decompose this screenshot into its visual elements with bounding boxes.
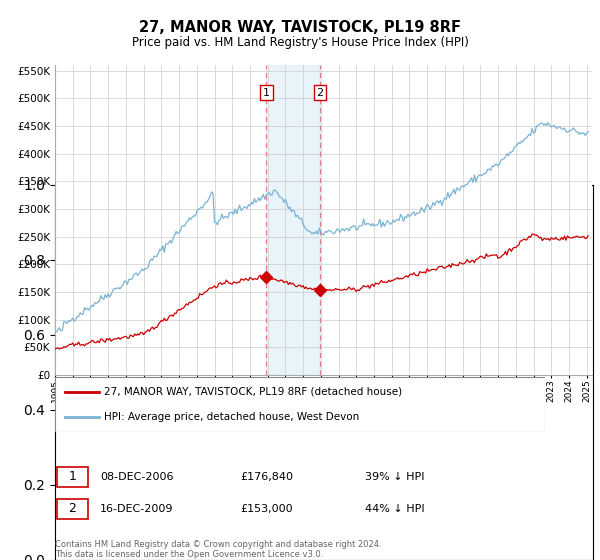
Text: 39% ↓ HPI: 39% ↓ HPI [365,472,424,482]
Text: £176,840: £176,840 [240,472,293,482]
Text: HPI: Average price, detached house, West Devon: HPI: Average price, detached house, West… [104,412,359,422]
Text: 1: 1 [263,88,270,97]
Text: £153,000: £153,000 [240,504,293,514]
Text: Price paid vs. HM Land Registry's House Price Index (HPI): Price paid vs. HM Land Registry's House … [131,36,469,49]
FancyBboxPatch shape [55,377,545,432]
Text: 16-DEC-2009: 16-DEC-2009 [100,504,173,514]
Text: 44% ↓ HPI: 44% ↓ HPI [365,504,425,514]
Bar [266,65,320,375]
Text: 27, MANOR WAY, TAVISTOCK, PL19 8RF (detached house): 27, MANOR WAY, TAVISTOCK, PL19 8RF (deta… [104,387,402,397]
Text: 08-DEC-2006: 08-DEC-2006 [100,472,173,482]
Text: 27, MANOR WAY, TAVISTOCK, PL19 8RF: 27, MANOR WAY, TAVISTOCK, PL19 8RF [139,20,461,35]
FancyBboxPatch shape [57,499,88,519]
Text: 2: 2 [317,88,323,97]
Text: 1: 1 [68,470,76,483]
Text: Contains HM Land Registry data © Crown copyright and database right 2024.
This d: Contains HM Land Registry data © Crown c… [55,540,382,559]
Text: 2: 2 [68,502,76,516]
FancyBboxPatch shape [57,467,88,487]
